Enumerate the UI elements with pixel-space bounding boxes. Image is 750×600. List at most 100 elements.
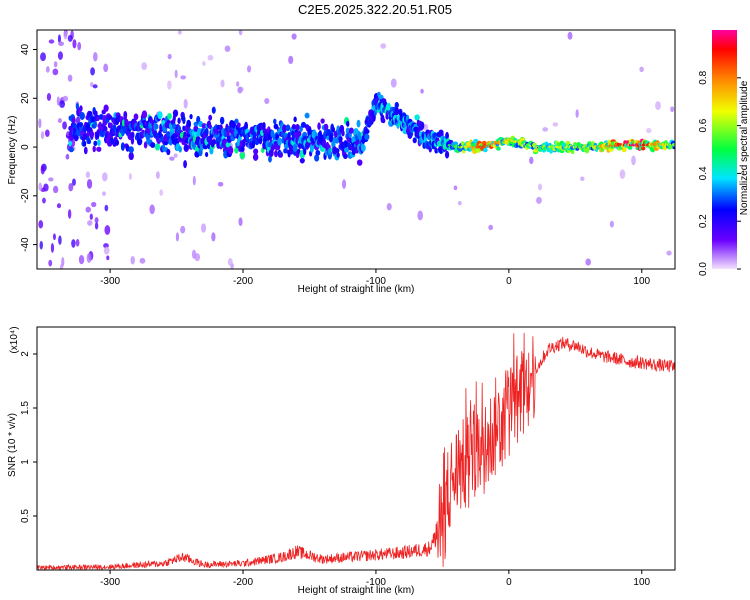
spectrogram-cell — [288, 55, 294, 65]
spectrogram-cell — [334, 148, 340, 154]
spectrogram-cell — [103, 104, 109, 112]
spectrogram-cell — [200, 223, 207, 233]
spectrogram-x-label: Height of straight line (km) — [298, 284, 415, 295]
spectrogram-cell — [496, 146, 501, 151]
spectrogram-cell — [108, 122, 113, 129]
spectrogram-cell — [444, 150, 450, 159]
snr-y-tick-label: 1.5 — [20, 401, 31, 415]
snr-x-axis: -300 -200 -100 0 100 — [100, 570, 651, 588]
spectrogram-cell — [193, 125, 199, 132]
snr-panel: -300 -200 -100 0 100 0.5 1 1.5 2 Height of stra… — [7, 326, 676, 596]
colorbar-label: Normalized spectral amplitude — [739, 80, 750, 215]
spectrogram-cell — [364, 128, 370, 135]
snr-x-tick-label: -300 — [100, 577, 120, 588]
spectrogram-cell — [420, 88, 424, 94]
spectrogram-cell — [141, 62, 148, 71]
spectrogram-cell — [183, 98, 188, 109]
spectrogram-cell — [90, 82, 94, 88]
spectrogram-cell — [141, 110, 148, 119]
spectrogram-cell — [356, 119, 361, 128]
spectrogram-x-axis: -300 -200 -100 0 100 — [100, 269, 651, 287]
spectrogram-cell — [240, 146, 245, 152]
spectrogram-cell — [106, 255, 110, 261]
spectrogram-cell — [207, 54, 214, 61]
spectrogram-cell — [299, 158, 305, 164]
spectrogram-cell — [536, 196, 542, 204]
spectrogram-cell — [155, 171, 160, 179]
spectrogram-cell — [92, 145, 96, 153]
spectrogram-cell — [295, 130, 302, 138]
spectrogram-cell — [348, 132, 352, 139]
spectrogram-cell — [380, 43, 387, 49]
spectrogram-cell — [580, 176, 585, 182]
spectrogram-y-tick-label: -20 — [20, 188, 31, 203]
spectrogram-cell — [336, 152, 340, 158]
spectrogram-cell — [93, 51, 98, 62]
snr-x-tick-label: -200 — [233, 577, 253, 588]
spectrogram-cell — [67, 209, 72, 219]
spectrogram-cell — [50, 242, 55, 253]
spectrogram-cell — [42, 197, 46, 204]
spectrogram-cell — [381, 118, 386, 124]
spectrogram-cell — [194, 150, 200, 158]
spectrogram-cell — [282, 124, 287, 133]
snr-x-tick-label: 100 — [633, 577, 650, 588]
snr-x-label: Height of straight line (km) — [298, 585, 415, 596]
spectrogram-cell — [130, 131, 135, 139]
spectrogram-cell — [154, 123, 159, 130]
spectrogram-cell — [542, 127, 549, 132]
spectrogram-cell — [627, 145, 633, 150]
spectrogram-cell — [71, 116, 76, 125]
spectrogram-cell — [46, 92, 52, 101]
spectrogram-cell — [38, 220, 44, 229]
spectrogram-cell — [67, 34, 73, 42]
spectrogram-cell — [239, 152, 246, 160]
spectrogram-cell — [227, 258, 233, 266]
spectrogram-cell — [285, 124, 291, 132]
snr-y-label: SNR (10 * v/v) — [7, 413, 18, 477]
spectrogram-cell — [238, 30, 243, 36]
spectrogram-cell — [79, 111, 85, 120]
spectrogram-cell — [341, 130, 345, 137]
spectrogram-cell — [268, 155, 272, 163]
spectrogram-y-tick-label: 0 — [20, 144, 31, 150]
spectrogram-cell — [386, 203, 392, 211]
spectrogram-cell — [86, 178, 93, 189]
spectrogram-cell — [414, 114, 420, 121]
spectrogram-cell — [565, 140, 571, 146]
spectrogram-cell — [78, 121, 84, 128]
spectrogram-cell — [91, 201, 97, 208]
spectrogram-cell — [364, 133, 370, 141]
spectrogram-cell — [63, 30, 68, 40]
spectrogram-y-tick-label: 40 — [20, 44, 31, 56]
spectrogram-cell — [252, 153, 259, 161]
spectrogram-cell — [394, 107, 400, 116]
spectrogram-cell — [236, 81, 240, 87]
colorbar: 0.0 0.2 0.4 0.6 0.8 Normalized spectral ampl… — [698, 30, 750, 276]
spectrogram-y-tick-label: 20 — [20, 92, 31, 104]
spectrogram-cell — [460, 141, 465, 146]
spectrogram-cell — [258, 136, 263, 145]
spectrogram-cell — [178, 146, 182, 153]
spectrogram-cell — [180, 225, 186, 234]
spectrogram-cell — [174, 69, 178, 79]
spectrogram-cell — [175, 232, 180, 242]
spectrogram-cell — [666, 250, 672, 256]
spectrogram-cell — [40, 187, 46, 193]
spectrogram-cell — [40, 52, 47, 62]
spectrogram-cell — [133, 113, 139, 121]
spectrogram-cell — [177, 30, 182, 35]
spectrogram-cell — [320, 118, 325, 124]
spectrogram-cell — [58, 41, 64, 47]
spectrogram-cell — [356, 159, 363, 166]
spectrogram-cell — [378, 94, 384, 100]
spectrogram-cell — [79, 105, 83, 112]
spectrogram-cell — [68, 133, 75, 141]
spectrogram-y-axis: -40 -20 0 20 40 — [20, 44, 37, 252]
spectrogram-cell — [94, 217, 99, 224]
spectrogram-cell — [68, 183, 74, 192]
spectrogram-cell — [227, 146, 234, 155]
spectrogram-cell — [85, 171, 91, 179]
spectrogram-cell — [177, 117, 181, 125]
spectrogram-cell — [445, 131, 449, 140]
